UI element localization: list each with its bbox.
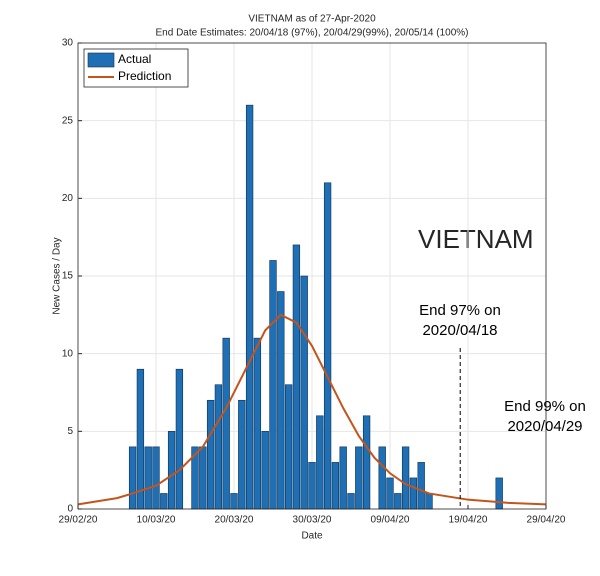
- bar: [386, 477, 394, 510]
- x-tick-label: 09/04/20: [371, 515, 410, 526]
- legend-swatch: [87, 52, 115, 68]
- y-tick-label: 10: [62, 348, 74, 359]
- bar: [409, 477, 418, 510]
- bar: [230, 493, 238, 510]
- x-tick-label: 29/02/20: [59, 515, 98, 526]
- bar: [214, 384, 223, 510]
- bar: [199, 446, 207, 510]
- bar: [378, 446, 386, 510]
- bar: [425, 493, 433, 510]
- bar: [300, 275, 308, 510]
- bar: [238, 399, 246, 510]
- bar: [284, 384, 293, 510]
- y-tick-label: 5: [67, 426, 73, 437]
- annotation-text: 2020/04/29: [507, 418, 582, 435]
- bar: [347, 493, 355, 510]
- bar: [339, 446, 347, 510]
- x-tick-label: 19/04/20: [449, 515, 488, 526]
- bar: [144, 446, 152, 510]
- bar: [160, 493, 168, 510]
- bar: [269, 260, 277, 510]
- y-tick-label: 0: [67, 504, 73, 515]
- bar: [292, 244, 301, 510]
- bar: [316, 415, 324, 510]
- annotation-text: 2020/04/18: [422, 322, 497, 339]
- legend-label: Prediction: [118, 69, 171, 83]
- y-tick-label: 15: [62, 271, 74, 282]
- x-tick-label: 30/03/20: [293, 515, 332, 526]
- bar: [308, 462, 316, 510]
- y-tick-label: 20: [62, 193, 74, 204]
- bar: [417, 462, 425, 510]
- bar: [495, 477, 503, 510]
- chart-title: VIETNAM as of 27-Apr-2020: [248, 14, 376, 25]
- bar: [331, 462, 340, 510]
- y-axis-label: New Cases / Day: [52, 237, 63, 314]
- x-tick-label: 29/04/20: [527, 515, 566, 526]
- y-tick-label: 30: [62, 38, 74, 49]
- bar: [401, 446, 410, 510]
- bar: [167, 431, 176, 510]
- bar: [206, 399, 215, 510]
- y-tick-label: 25: [62, 115, 74, 126]
- big-label: VIETNAM: [418, 224, 534, 254]
- bar: [175, 368, 184, 510]
- bar: [245, 104, 254, 510]
- annotation-text: End 99% on: [504, 398, 586, 415]
- bar: [394, 493, 402, 510]
- bar: [253, 337, 262, 510]
- bar: [152, 446, 160, 510]
- bar: [222, 337, 230, 510]
- annotation-text: End 97% on: [419, 302, 501, 319]
- x-tick-label: 20/03/20: [215, 515, 254, 526]
- bar: [277, 291, 285, 510]
- bar: [128, 446, 137, 510]
- x-axis-label: Date: [301, 531, 323, 542]
- legend-label: Actual: [118, 52, 151, 66]
- bar: [261, 431, 269, 510]
- chart-subtitle: End Date Estimates: 20/04/18 (97%), 20/0…: [156, 28, 469, 39]
- bar: [362, 415, 371, 510]
- prediction-line: [77, 313, 547, 506]
- plot-frame: [77, 42, 547, 510]
- bar: [355, 446, 363, 510]
- bar: [136, 368, 145, 510]
- x-tick-label: 10/03/20: [137, 515, 176, 526]
- bar: [323, 182, 332, 510]
